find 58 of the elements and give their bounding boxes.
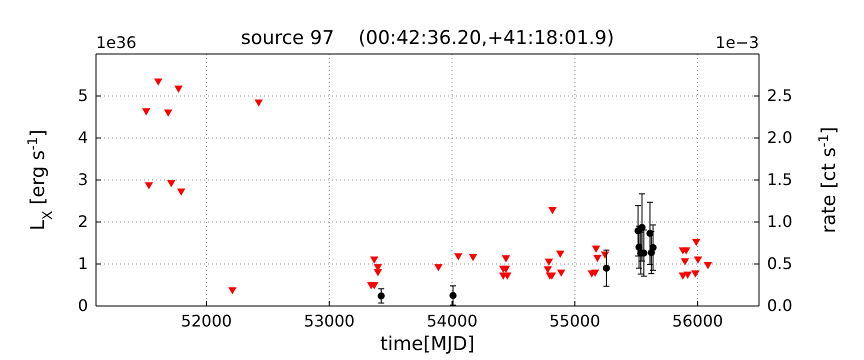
y2-tick-label: 1.5: [767, 170, 792, 190]
point: [370, 256, 378, 264]
point: [144, 182, 154, 190]
y2-tick-label: 2.0: [767, 128, 792, 148]
point: [370, 282, 378, 290]
point: [680, 258, 690, 266]
point: [434, 264, 443, 272]
y2-tick-label: 2.5: [767, 86, 792, 106]
point: [378, 292, 385, 300]
point: [649, 244, 657, 252]
y-tick-label: 4: [78, 128, 88, 148]
y2-tick-label: 1.0: [767, 212, 792, 232]
chart-title: source 97 (00:42:36.20,+41:18:01.9): [240, 27, 614, 49]
point: [228, 287, 237, 294]
point: [635, 244, 643, 251]
y2-tick-label: 0.5: [767, 254, 792, 274]
x-tick-label: 56000: [672, 311, 724, 330]
point: [602, 264, 610, 272]
text: 1e36: [96, 33, 136, 52]
point: [177, 188, 186, 196]
point: [682, 247, 690, 255]
x-tick-label: 53000: [304, 311, 355, 330]
point: [449, 292, 457, 300]
point: [502, 255, 510, 263]
point: [556, 250, 564, 258]
x-tick-label: 54000: [426, 311, 478, 330]
point: [164, 110, 172, 117]
x-tick-label: 52000: [181, 311, 232, 330]
y-tick-label: 5: [78, 86, 88, 106]
point: [254, 99, 263, 107]
point: [704, 262, 712, 270]
point: [544, 258, 554, 266]
point: [374, 269, 382, 276]
point: [174, 86, 183, 93]
y2-tick-label: 0.0: [767, 296, 792, 316]
point: [154, 78, 162, 86]
point: [592, 246, 600, 253]
y-tick-label: 3: [78, 170, 88, 190]
point: [590, 270, 600, 277]
point: [548, 206, 557, 214]
point: [694, 256, 702, 264]
text: 1e−3: [715, 33, 759, 52]
point: [593, 254, 602, 262]
point: [454, 253, 462, 260]
point: [692, 238, 700, 246]
point: [684, 272, 692, 279]
y-tick-label: 1: [78, 254, 88, 274]
point: [468, 254, 478, 262]
x-axis-title: time[MJD]: [380, 333, 475, 355]
point: [557, 270, 566, 277]
y-tick-label: 2: [78, 212, 88, 232]
point: [502, 266, 510, 274]
y-tick-label: 0: [78, 296, 88, 316]
x-tick-label: 55000: [549, 311, 600, 330]
point: [167, 180, 176, 188]
point: [544, 266, 552, 274]
point: [142, 108, 150, 116]
point: [691, 270, 700, 278]
